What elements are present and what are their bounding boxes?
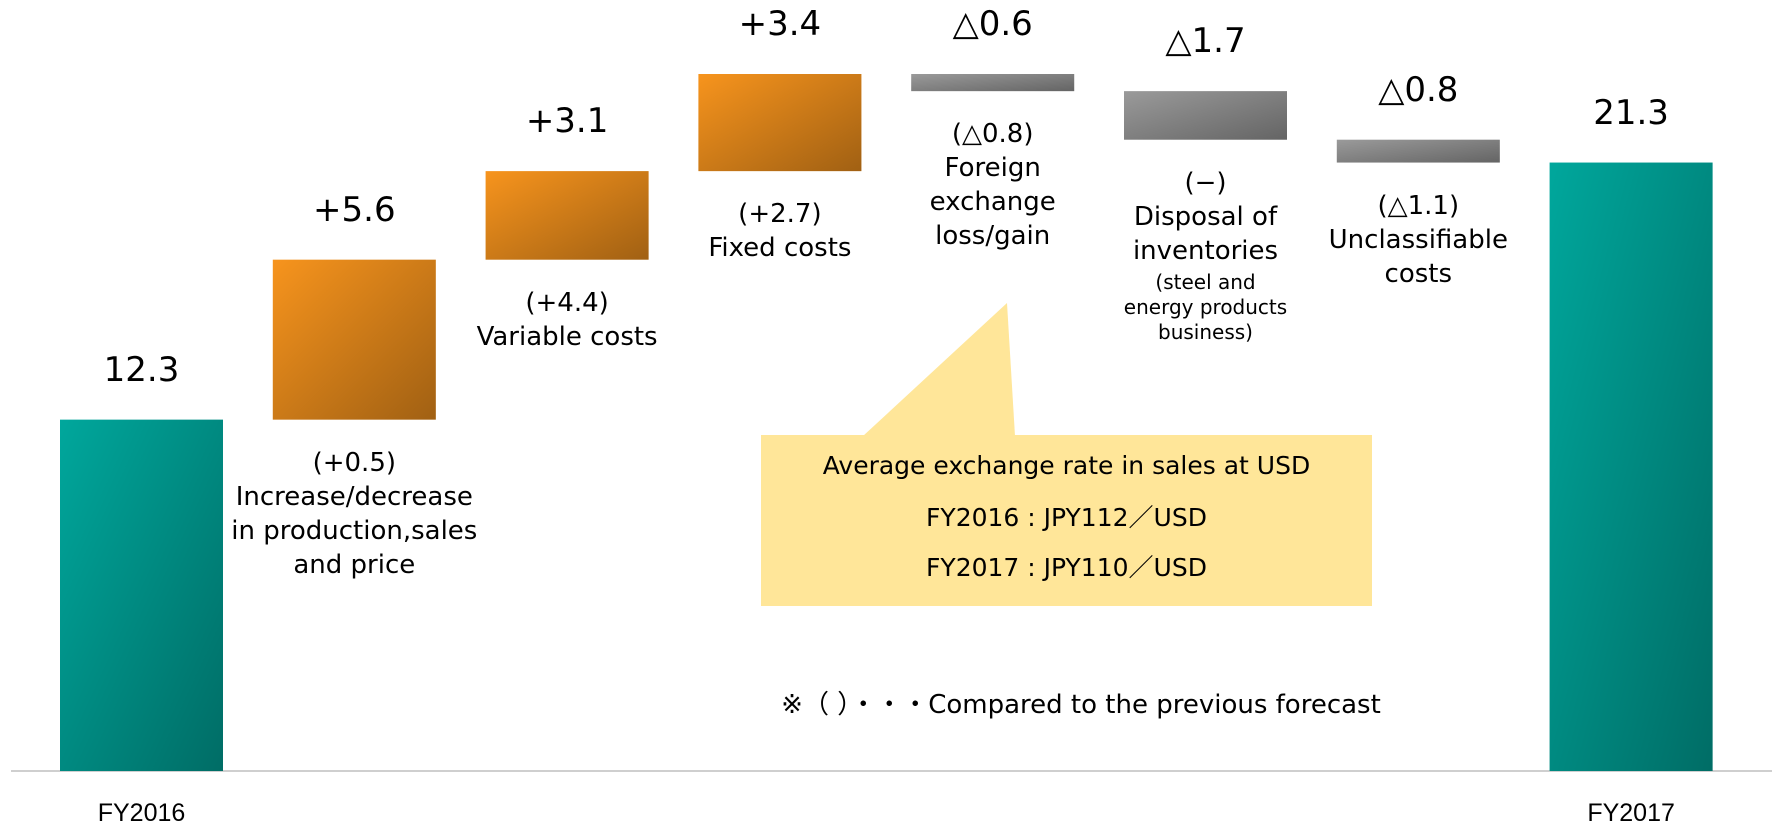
category-label: Foreign exchange loss/gain [929, 153, 1056, 252]
category-note: (steel and energy products business) [1123, 269, 1288, 344]
comparison-label: (−) [1184, 167, 1227, 198]
annotation-line: FY2016 : JPY112／USD [926, 503, 1207, 532]
bar-shade [1124, 91, 1287, 140]
bar-shade [485, 171, 649, 260]
value-label: +3.1 [525, 101, 609, 142]
bar-shade [698, 74, 862, 172]
x-tick-label: FY2016 [97, 799, 186, 827]
category-label: Unclassifiable costs [1328, 224, 1508, 289]
value-label: 12.3 [103, 349, 180, 390]
bar-shade [911, 74, 1075, 92]
footnote: ※（ ）・・・Compared to the previous forecast [781, 690, 1381, 720]
value-label: +5.6 [313, 189, 396, 230]
comparison-label: (+2.7) [738, 199, 822, 230]
category-label: Variable costs [476, 321, 658, 352]
x-tick-label: FY2017 [1587, 799, 1675, 827]
value-label: △0.8 [1378, 69, 1459, 110]
value-label: △0.6 [952, 4, 1033, 44]
value-label: 21.3 [1593, 92, 1669, 133]
annotation-line: Average exchange rate in sales at USD [822, 451, 1311, 480]
annotation-line: FY2017 : JPY110／USD [926, 553, 1207, 582]
value-label: +3.4 [738, 4, 822, 44]
comparison-label: (+4.4) [525, 287, 609, 318]
callout-pointer [863, 303, 1015, 436]
callout-box [761, 435, 1372, 606]
comparison-label: (△0.8) [951, 119, 1034, 150]
category-label: Increase/decrease in production,sales an… [231, 481, 478, 580]
bar-shade [1549, 162, 1713, 771]
comparison-label: (+0.5) [312, 447, 396, 478]
bar-shade [272, 259, 436, 420]
bar-shade [60, 419, 223, 771]
bar-shade [1336, 139, 1500, 163]
comparison-label: (△1.1) [1377, 190, 1460, 221]
value-label: △1.7 [1165, 21, 1246, 62]
category-label: Disposal of inventories [1132, 201, 1279, 266]
category-label: Fixed costs [708, 233, 852, 264]
